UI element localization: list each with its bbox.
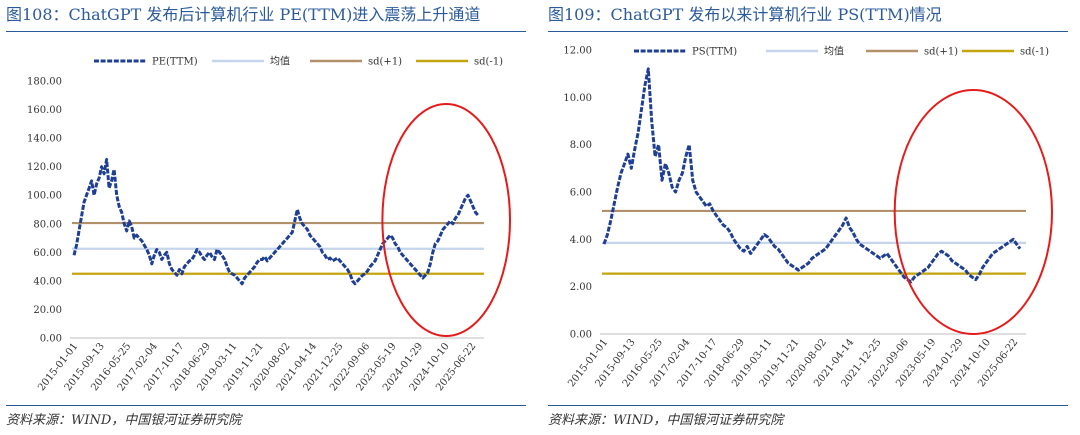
legend-label: sd(+1) [368,57,402,68]
title-rule [548,31,1068,32]
y-tick-label: 4.00 [570,235,592,246]
y-tick-label: 20.00 [33,305,62,316]
y-tick-label: 100.00 [27,191,62,202]
y-tick-label: 120.00 [27,162,62,173]
source-note: 资料来源：WIND，中国银河证券研究院 [548,413,784,428]
source-rule [6,405,526,406]
pe-ttm-line-chart: 0.00 20.00 40.00 60.00 80.00 100.00 120.00 140.… [27,55,512,393]
ps-ttm-line-chart: 0.002.004.006.008.0010.0012.002015-01-01… [563,45,1054,389]
legend-label: 均值 [270,55,290,68]
y-tick-label: 80.00 [33,219,62,230]
y-tick-label: 0.00 [570,330,592,341]
source-note: 资料来源：WIND，中国银河证券研究院 [6,413,242,428]
y-tick-label: 12.00 [563,46,592,57]
y-tick-label: 140.00 [27,134,62,145]
y-tick-label: 60.00 [33,248,62,259]
y-tick-label: 180.00 [27,77,62,88]
y-tick-label: 0.00 [40,334,62,345]
y-tick-label: 8.00 [570,140,592,151]
legend-label: PE(TTM) [152,57,198,68]
legend-label: 均值 [824,45,844,58]
chart-panel-ps: 图109：ChatGPT 发布以来计算机行业 PS(TTM)情况 0.00 2.0… [548,0,1068,435]
highlight-ellipse [893,89,1054,335]
series-line-psttm [602,67,1022,284]
y-tick-label: 10.00 [563,93,592,104]
y-tick-label: 6.00 [570,188,592,199]
figure-title: 图109：ChatGPT 发布以来计算机行业 PS(TTM)情况 [548,5,942,24]
highlight-ellipse [381,103,512,337]
series-line-pettm [72,158,480,286]
legend-label: sd(+1) [924,47,958,58]
chart-panel-pe: 图108：ChatGPT 发布后计算机行业 PE(TTM)进入震荡上升通道 0.… [6,0,526,435]
legend-label: sd(-1) [474,57,503,68]
y-tick-label: 40.00 [33,276,62,287]
y-tick-label: 160.00 [27,105,62,116]
figure-title: 图108：ChatGPT 发布后计算机行业 PE(TTM)进入震荡上升通道 [6,5,481,24]
legend-label: sd(-1) [1020,47,1049,58]
legend-label: PS(TTM) [692,47,737,58]
title-rule [6,31,526,32]
y-tick-label: 2.00 [570,282,592,293]
source-rule [548,405,1068,406]
